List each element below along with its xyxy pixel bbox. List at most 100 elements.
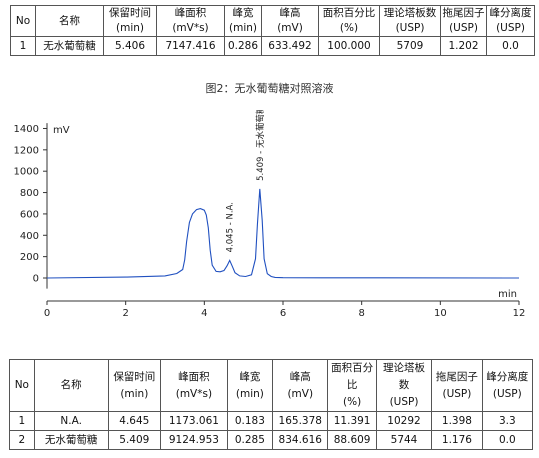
table-cell: 100.000 xyxy=(318,36,380,56)
y-axis-label: mV xyxy=(53,125,70,136)
table-cell: 0.183 xyxy=(226,411,274,431)
header-text: (min) xyxy=(120,387,149,400)
y-tick-label: 1400 xyxy=(14,124,39,135)
column-header: 峰宽 (min) xyxy=(226,359,274,412)
header-text: 峰分离度 xyxy=(489,7,532,19)
x-tick-label: 10 xyxy=(434,308,447,319)
table-cell: 1.202 xyxy=(440,36,487,56)
header-text: (mV) xyxy=(277,22,303,34)
header-text: 拖尾因子 xyxy=(442,7,485,19)
header-text: 保留时间 xyxy=(109,7,151,19)
figure-caption: 图2：无水葡萄糖对照溶液 xyxy=(205,82,334,95)
column-header: 拖尾因子 (USP) xyxy=(431,359,483,412)
table-cell: 11.391 xyxy=(327,411,377,431)
header-text: 峰面积 xyxy=(174,7,207,19)
table-cell: 0.0 xyxy=(481,430,534,450)
column-header: 峰分离度 (USP) xyxy=(481,359,534,412)
column-header: 面积百分比 (%) xyxy=(318,5,380,37)
column-header: 保留时间 (min) xyxy=(107,359,162,412)
header-row: No 名称 保留时间 (min) 峰面积 (mV*s) 峰宽 (min) 峰高 (mV) 面积百分比… xyxy=(9,359,534,412)
header-text: 理论塔板数 xyxy=(383,7,437,19)
table-cell: 633.492 xyxy=(261,36,319,56)
header-text: (mV) xyxy=(287,387,314,400)
header-text: No xyxy=(14,379,29,391)
table-cell: 10292 xyxy=(375,411,433,431)
header-text: 面积百分 xyxy=(331,362,374,374)
table-cell: 1.176 xyxy=(431,430,483,450)
x-tick-label: 2 xyxy=(122,308,128,319)
table-cell: 1 xyxy=(9,411,35,431)
column-header: 峰宽 (min) xyxy=(224,5,262,37)
y-tick-label: 1200 xyxy=(14,145,39,156)
table-cell: 1 xyxy=(10,36,36,56)
header-text: 拖尾因子 xyxy=(435,370,478,383)
column-header: 拖尾因子 (USP) xyxy=(440,5,487,37)
column-header: 名称 xyxy=(33,359,109,412)
chromatogram-trace xyxy=(46,188,520,279)
column-header: 峰分离度 (USP) xyxy=(486,5,535,37)
header-text: (USP) xyxy=(449,22,478,34)
header-text: 名称 xyxy=(59,14,80,27)
header-text: 峰分离度 xyxy=(486,370,529,383)
x-tick-label: 4 xyxy=(201,308,207,319)
header-text: (USP) xyxy=(389,396,419,408)
header-text: 峰高 xyxy=(279,7,301,19)
x-tick-label: 8 xyxy=(358,308,364,319)
header-text: (USP) xyxy=(492,387,522,400)
column-header: 峰面积 (mV*s) xyxy=(156,5,225,37)
column-header: 保留时间 (min) xyxy=(103,5,157,37)
header-text: 数 xyxy=(398,379,410,391)
table-cell: 2 xyxy=(9,430,35,450)
table-cell: 无水葡萄糖 xyxy=(35,36,104,56)
header-text: 峰宽 xyxy=(239,370,261,383)
header-text: (mV*s) xyxy=(172,22,209,34)
table-cell: 834.616 xyxy=(271,430,329,450)
table-row: 1 N.A. 4.645 1173.061 0.183 165.378 11.391 1029… xyxy=(9,411,534,431)
header-text: No xyxy=(15,14,31,27)
y-tick-label: 1000 xyxy=(14,167,39,178)
header-text: (%) xyxy=(343,396,362,408)
x-tick-label: 0 xyxy=(44,308,50,319)
y-tick-label: 200 xyxy=(20,252,39,263)
header-text: 保留时间 xyxy=(113,370,156,383)
header-row: No 名称 保留时间 (min) 峰面积 (mV*s) 峰宽 (min) 峰高 (mV) 面积百分比… xyxy=(10,5,535,37)
column-header: No xyxy=(10,5,36,37)
table-cell: 5.406 xyxy=(103,36,157,56)
column-header: 峰高 (mV) xyxy=(261,5,319,37)
y-tick-label: 0 xyxy=(33,274,39,285)
x-tick-label: 12 xyxy=(513,308,526,319)
header-text: 峰宽 xyxy=(232,7,254,19)
column-header: 名称 xyxy=(35,5,104,37)
results-table-sample: No 名称 保留时间 (min) 峰面积 (mV*s) 峰宽 (min) 峰高 (mV) 面积百分比… xyxy=(9,359,534,450)
table-cell: 5.409 xyxy=(107,430,162,450)
header-text: 峰高 xyxy=(289,370,311,383)
table-cell: N.A. xyxy=(33,411,109,431)
y-tick-label: 800 xyxy=(20,188,39,199)
header-text: 比 xyxy=(346,379,358,391)
results-table-reference: No 名称 保留时间 (min) 峰面积 (mV*s) 峰宽 (min) 峰高 (mV) 面积百分比… xyxy=(10,5,535,56)
header-text: (USP) xyxy=(395,22,425,34)
y-tick-label: 600 xyxy=(20,209,39,220)
header-text: (USP) xyxy=(496,22,525,34)
header-text: 名称 xyxy=(60,379,82,391)
column-header: 峰面积 (mV*s) xyxy=(160,359,228,412)
table-cell: 0.286 xyxy=(224,36,262,56)
column-header: No xyxy=(9,359,35,412)
table-cell: 88.609 xyxy=(327,430,377,450)
table-cell: 9124.953 xyxy=(160,430,228,450)
chromatogram-chart: 0 200 400 600 800 1000 1200 1400 mV 0 2 4 6 8 10 12 min 4… xyxy=(14,110,526,319)
table-row: 1 无水葡萄糖 5.406 7147.416 0.286 633.492 100.000 57… xyxy=(10,36,535,56)
header-text: (%) xyxy=(339,22,359,34)
x-tick-label: 6 xyxy=(280,308,286,319)
table-cell: 5709 xyxy=(379,36,441,56)
header-text: 面积百分比 xyxy=(322,7,376,19)
peak-label: 5.409 - 无水葡萄糖 xyxy=(255,110,266,181)
header-text: (min) xyxy=(235,387,264,400)
column-header: 理论塔板数 (USP) xyxy=(379,5,441,37)
table-cell: 7147.416 xyxy=(156,36,225,56)
table-cell: 0.285 xyxy=(226,430,274,450)
table-cell: 无水葡萄糖 xyxy=(33,430,109,450)
header-text: 理论塔板 xyxy=(383,362,425,374)
peak-label: 4.045 - N.A. xyxy=(226,202,236,252)
x-axis-label: min xyxy=(498,289,517,300)
